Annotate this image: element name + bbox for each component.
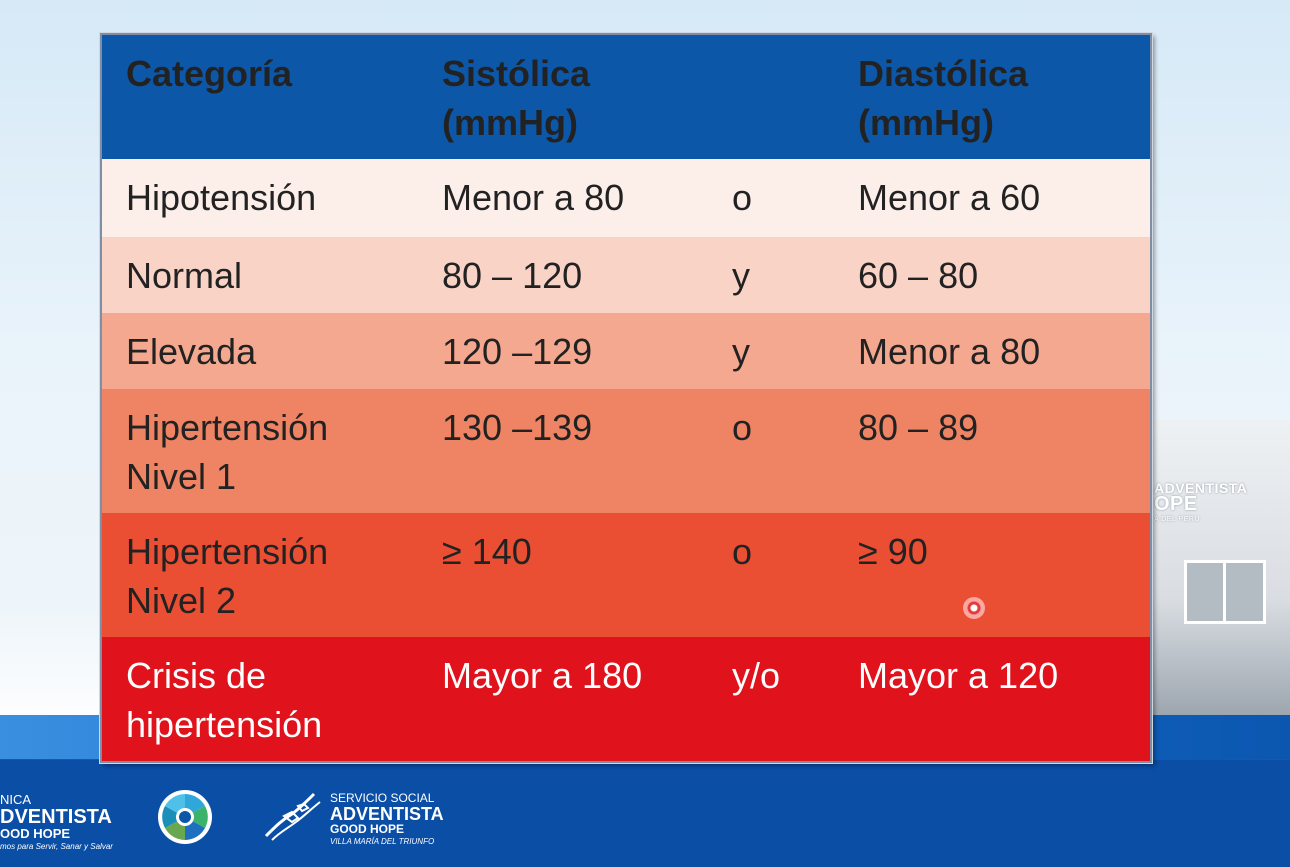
- header-categoria: Categoría: [126, 53, 293, 94]
- servicio-social-logo: SERVICIO SOCIAL ADVENTISTA GOOD HOPE VIL…: [330, 791, 444, 847]
- row-systolic: 130 –139: [442, 407, 593, 448]
- row-diastolic: 60 – 80: [858, 255, 979, 296]
- row-systolic: 80 – 120: [442, 255, 583, 296]
- row-connector: y/o: [732, 655, 781, 696]
- building-sign-line2: OPE: [1154, 493, 1198, 515]
- row-category: Crisis de hipertensión: [126, 655, 323, 745]
- row-category: Hipertensión Nivel 1: [126, 407, 329, 497]
- row-category: Hipertensión Nivel 2: [126, 531, 329, 621]
- row-connector: o: [732, 177, 753, 218]
- row-connector: o: [732, 531, 753, 572]
- footer-lower: [0, 760, 1290, 867]
- row-diastolic: ≥ 90: [858, 531, 928, 572]
- building-sign: ADVENTISTA OPE A DEL PERU: [1154, 480, 1247, 528]
- table-row: Hipertensión Nivel 2 ≥ 140 o ≥ 90: [102, 513, 1150, 637]
- table-header-row: Categoría Sistólica (mmHg) Diastólica (m…: [102, 35, 1150, 159]
- row-systolic: Menor a 80: [442, 177, 625, 218]
- blood-pressure-table: Categoría Sistólica (mmHg) Diastólica (m…: [100, 33, 1152, 763]
- row-diastolic: Menor a 60: [858, 177, 1041, 218]
- table-row: Elevada 120 –129 y Menor a 80: [102, 313, 1150, 389]
- pointer-cursor-icon: [963, 597, 985, 619]
- clinica-adventista-logo: NICA DVENTISTA OOD HOPE mos para Servir,…: [0, 792, 113, 852]
- table-row: Crisis de hipertensión Mayor a 180 y/o Ma…: [102, 637, 1150, 761]
- table-row: Normal 80 – 120 y 60 – 80: [102, 237, 1150, 313]
- row-systolic: Mayor a 180: [442, 655, 643, 696]
- row-category: Elevada: [126, 331, 257, 372]
- header-diastolica: Diastólica (mmHg): [858, 53, 1029, 143]
- row-diastolic: 80 – 89: [858, 407, 979, 448]
- background-building: ADVENTISTA OPE A DEL PERU: [1150, 420, 1290, 720]
- header-sistolica: Sistólica (mmHg): [442, 53, 591, 143]
- row-systolic: ≥ 140: [442, 531, 532, 572]
- circular-emblem-icon: [158, 790, 212, 844]
- building-sign-line1: ADVENTISTA: [1154, 480, 1248, 496]
- row-diastolic: Mayor a 120: [858, 655, 1059, 696]
- row-connector: o: [732, 407, 753, 448]
- row-connector: y: [732, 255, 750, 296]
- row-category: Normal: [126, 255, 243, 296]
- building-window: [1184, 560, 1266, 624]
- table-row: Hipertensión Nivel 1 130 –139 o 80 – 89: [102, 389, 1150, 513]
- helping-hands-icon: [264, 792, 321, 841]
- row-category: Hipotensión: [126, 177, 317, 218]
- building-sign-line3: A DEL PERU: [1154, 516, 1200, 523]
- row-diastolic: Menor a 80: [858, 331, 1041, 372]
- row-connector: y: [732, 331, 750, 372]
- row-systolic: 120 –129: [442, 331, 593, 372]
- table-row: Hipotensión Menor a 80 o Menor a 60: [102, 159, 1150, 237]
